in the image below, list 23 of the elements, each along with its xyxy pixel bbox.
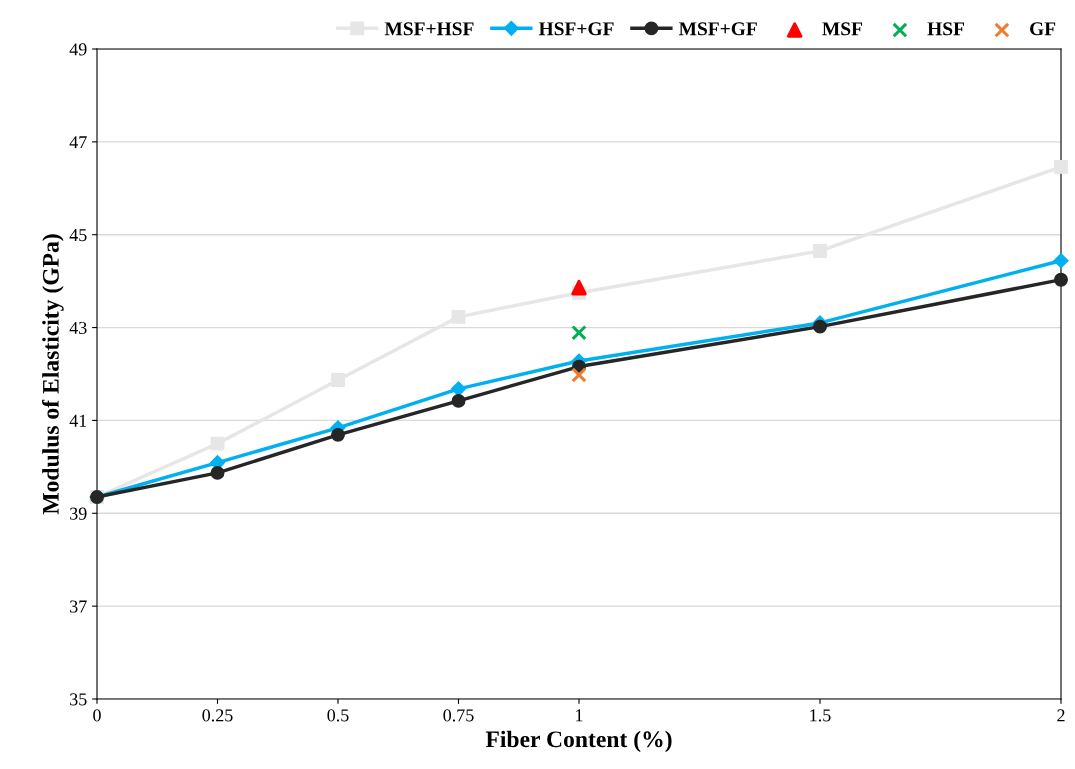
y-tick-label: 39: [70, 507, 87, 520]
legend-label: HSF+GF: [538, 22, 614, 36]
x-tick-label: 2: [1057, 709, 1065, 722]
x-tick-label: 0: [93, 709, 101, 722]
x-tick-label: 1: [576, 709, 583, 722]
x-tick-label: 0.75: [443, 709, 474, 722]
y-tick-label: 49: [69, 43, 87, 56]
y-tick-label: 35: [70, 693, 87, 706]
legend-label: MSF+HSF: [384, 22, 474, 36]
y-axis-title: Modulus of Elasticity (GPa): [41, 234, 64, 515]
y-tick-label: 43: [69, 321, 87, 335]
y-tick-label: 41: [69, 414, 87, 427]
x-tick-label: 1.5: [810, 709, 831, 722]
legend-label: GF: [1030, 22, 1056, 36]
x-tick-label: 0.5: [327, 709, 349, 722]
y-tick-label: 47: [69, 136, 87, 149]
legend-label: HSF: [927, 22, 964, 36]
y-tick-label: 45: [69, 229, 87, 242]
legend-label: MSF+GF: [678, 22, 757, 36]
y-tick-label: 37: [70, 600, 87, 613]
x-tick-label: 0.25: [202, 709, 233, 722]
legend-label: MSF: [822, 22, 863, 36]
x-axis-title: Fiber Content (%): [485, 730, 672, 753]
